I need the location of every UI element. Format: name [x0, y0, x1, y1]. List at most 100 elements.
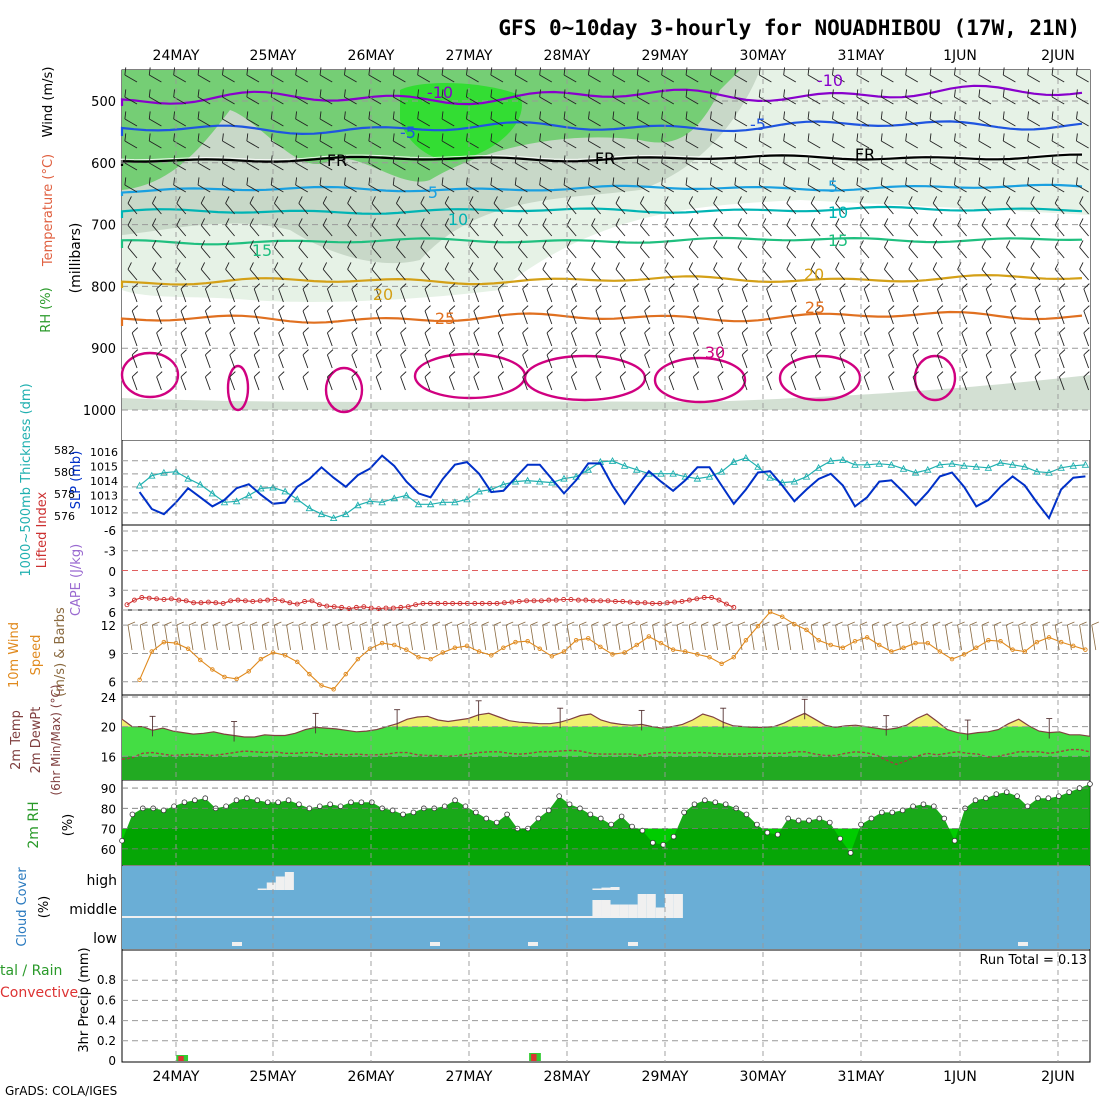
barb-flag: [400, 349, 407, 356]
barb-staff: [1076, 96, 1089, 105]
barb-staff: [790, 354, 797, 369]
barb-staff: [249, 268, 260, 281]
barb-flag: [883, 262, 889, 270]
barb-staff: [717, 310, 724, 325]
barb-staff: [685, 140, 699, 149]
barb-flag: [273, 218, 279, 226]
date-label-bottom: 1JUN: [943, 1069, 977, 1085]
lifted-index-point: [220, 600, 226, 606]
temperature-contour: [120, 236, 1083, 248]
barb-staff: [200, 224, 211, 237]
barb-staff: [908, 268, 919, 281]
barb-staff: [563, 74, 577, 83]
cloud-high-cell: [257, 888, 267, 890]
barb-flag: [595, 283, 602, 290]
barb-staff: [912, 354, 919, 369]
barb-flag: [197, 177, 200, 186]
wind-barb: [322, 218, 333, 237]
wind-barb: [807, 111, 821, 127]
barb-staff: [981, 224, 992, 237]
barb-staff: [619, 310, 626, 325]
barb-staff: [954, 118, 967, 127]
barb-flag: [1027, 89, 1030, 98]
wind-barb: [295, 67, 309, 83]
cloud-mid-cell: [628, 904, 638, 918]
barb-staff: [759, 74, 772, 83]
barb-flag: [839, 305, 846, 312]
thickness-point: [548, 478, 556, 486]
thickness-point: [220, 498, 229, 506]
barb-staff: [912, 288, 919, 303]
wind-barb: [929, 133, 943, 149]
barb-flag: [832, 89, 834, 98]
barb-flag: [880, 111, 883, 120]
surface-wind-barb-flag: [652, 621, 660, 626]
barb-staff: [539, 140, 553, 149]
wind-barb: [298, 262, 309, 281]
wind-barb: [151, 240, 162, 259]
barb-staff: [762, 268, 772, 281]
barb-staff: [985, 332, 992, 347]
rh2m-point: [826, 819, 833, 826]
barb-flag: [375, 371, 383, 378]
cloud-low-cell: [232, 942, 242, 946]
barb-staff: [466, 118, 479, 127]
barb-flag: [636, 155, 639, 164]
barb-staff: [591, 202, 601, 215]
lifted-index-point: [294, 601, 300, 607]
barb-staff: [810, 224, 821, 237]
barb-flag: [497, 283, 505, 290]
barb-staff: [884, 224, 894, 237]
barb-flag: [319, 177, 322, 186]
wind-barb: [295, 133, 309, 149]
rh2m-point: [806, 817, 812, 824]
barb-staff: [688, 268, 699, 281]
cloud-high-cell: [610, 887, 620, 890]
barb-staff: [978, 74, 992, 83]
barb-staff: [1003, 162, 1016, 171]
barb-staff: [344, 96, 357, 105]
thickness-point: [742, 453, 750, 461]
thickness-point: [451, 498, 459, 506]
rh-tick: 60: [101, 843, 116, 857]
barb-staff: [570, 376, 577, 391]
thickness-point: [402, 491, 411, 499]
barb-flag: [688, 196, 694, 204]
lifted-index-point: [731, 604, 737, 610]
precip-tick: 0.6: [97, 993, 116, 1007]
lifted-index-point: [279, 598, 285, 604]
wind-barb: [908, 218, 919, 237]
surface-wind-barb: [835, 624, 840, 651]
barb-flag: [473, 349, 480, 356]
barb-flag: [1027, 111, 1030, 120]
temperature-contour: [120, 273, 1083, 288]
barb-staff: [417, 184, 431, 193]
barb-flag: [619, 305, 627, 312]
barb-staff: [957, 202, 967, 215]
wind-barb: [790, 327, 797, 347]
barb-flag: [685, 89, 688, 98]
barb-staff: [957, 268, 967, 281]
barb-flag: [957, 196, 962, 204]
wind-barb: [1079, 196, 1089, 215]
contour-label: FR: [595, 149, 615, 168]
wind-barb: [856, 111, 870, 127]
surface-wind-barb-flag: [689, 621, 697, 626]
barb-flag: [302, 349, 309, 356]
surface-wind-barb-flag: [481, 621, 489, 626]
barb-staff: [888, 310, 894, 325]
wind-barb: [661, 133, 675, 149]
barb-flag: [905, 155, 908, 164]
barb-staff: [246, 74, 260, 83]
barb-flag: [176, 218, 181, 226]
barb-flag: [229, 349, 236, 356]
rh2m-point: [816, 815, 823, 822]
barb-flag: [639, 196, 645, 204]
barb-flag: [734, 177, 737, 186]
barb-staff: [375, 288, 382, 303]
barb-staff: [497, 332, 504, 347]
barb-flag: [249, 196, 254, 204]
wind-barb: [786, 240, 797, 259]
barb-flag: [1059, 349, 1066, 356]
barb-flag: [1076, 67, 1078, 76]
